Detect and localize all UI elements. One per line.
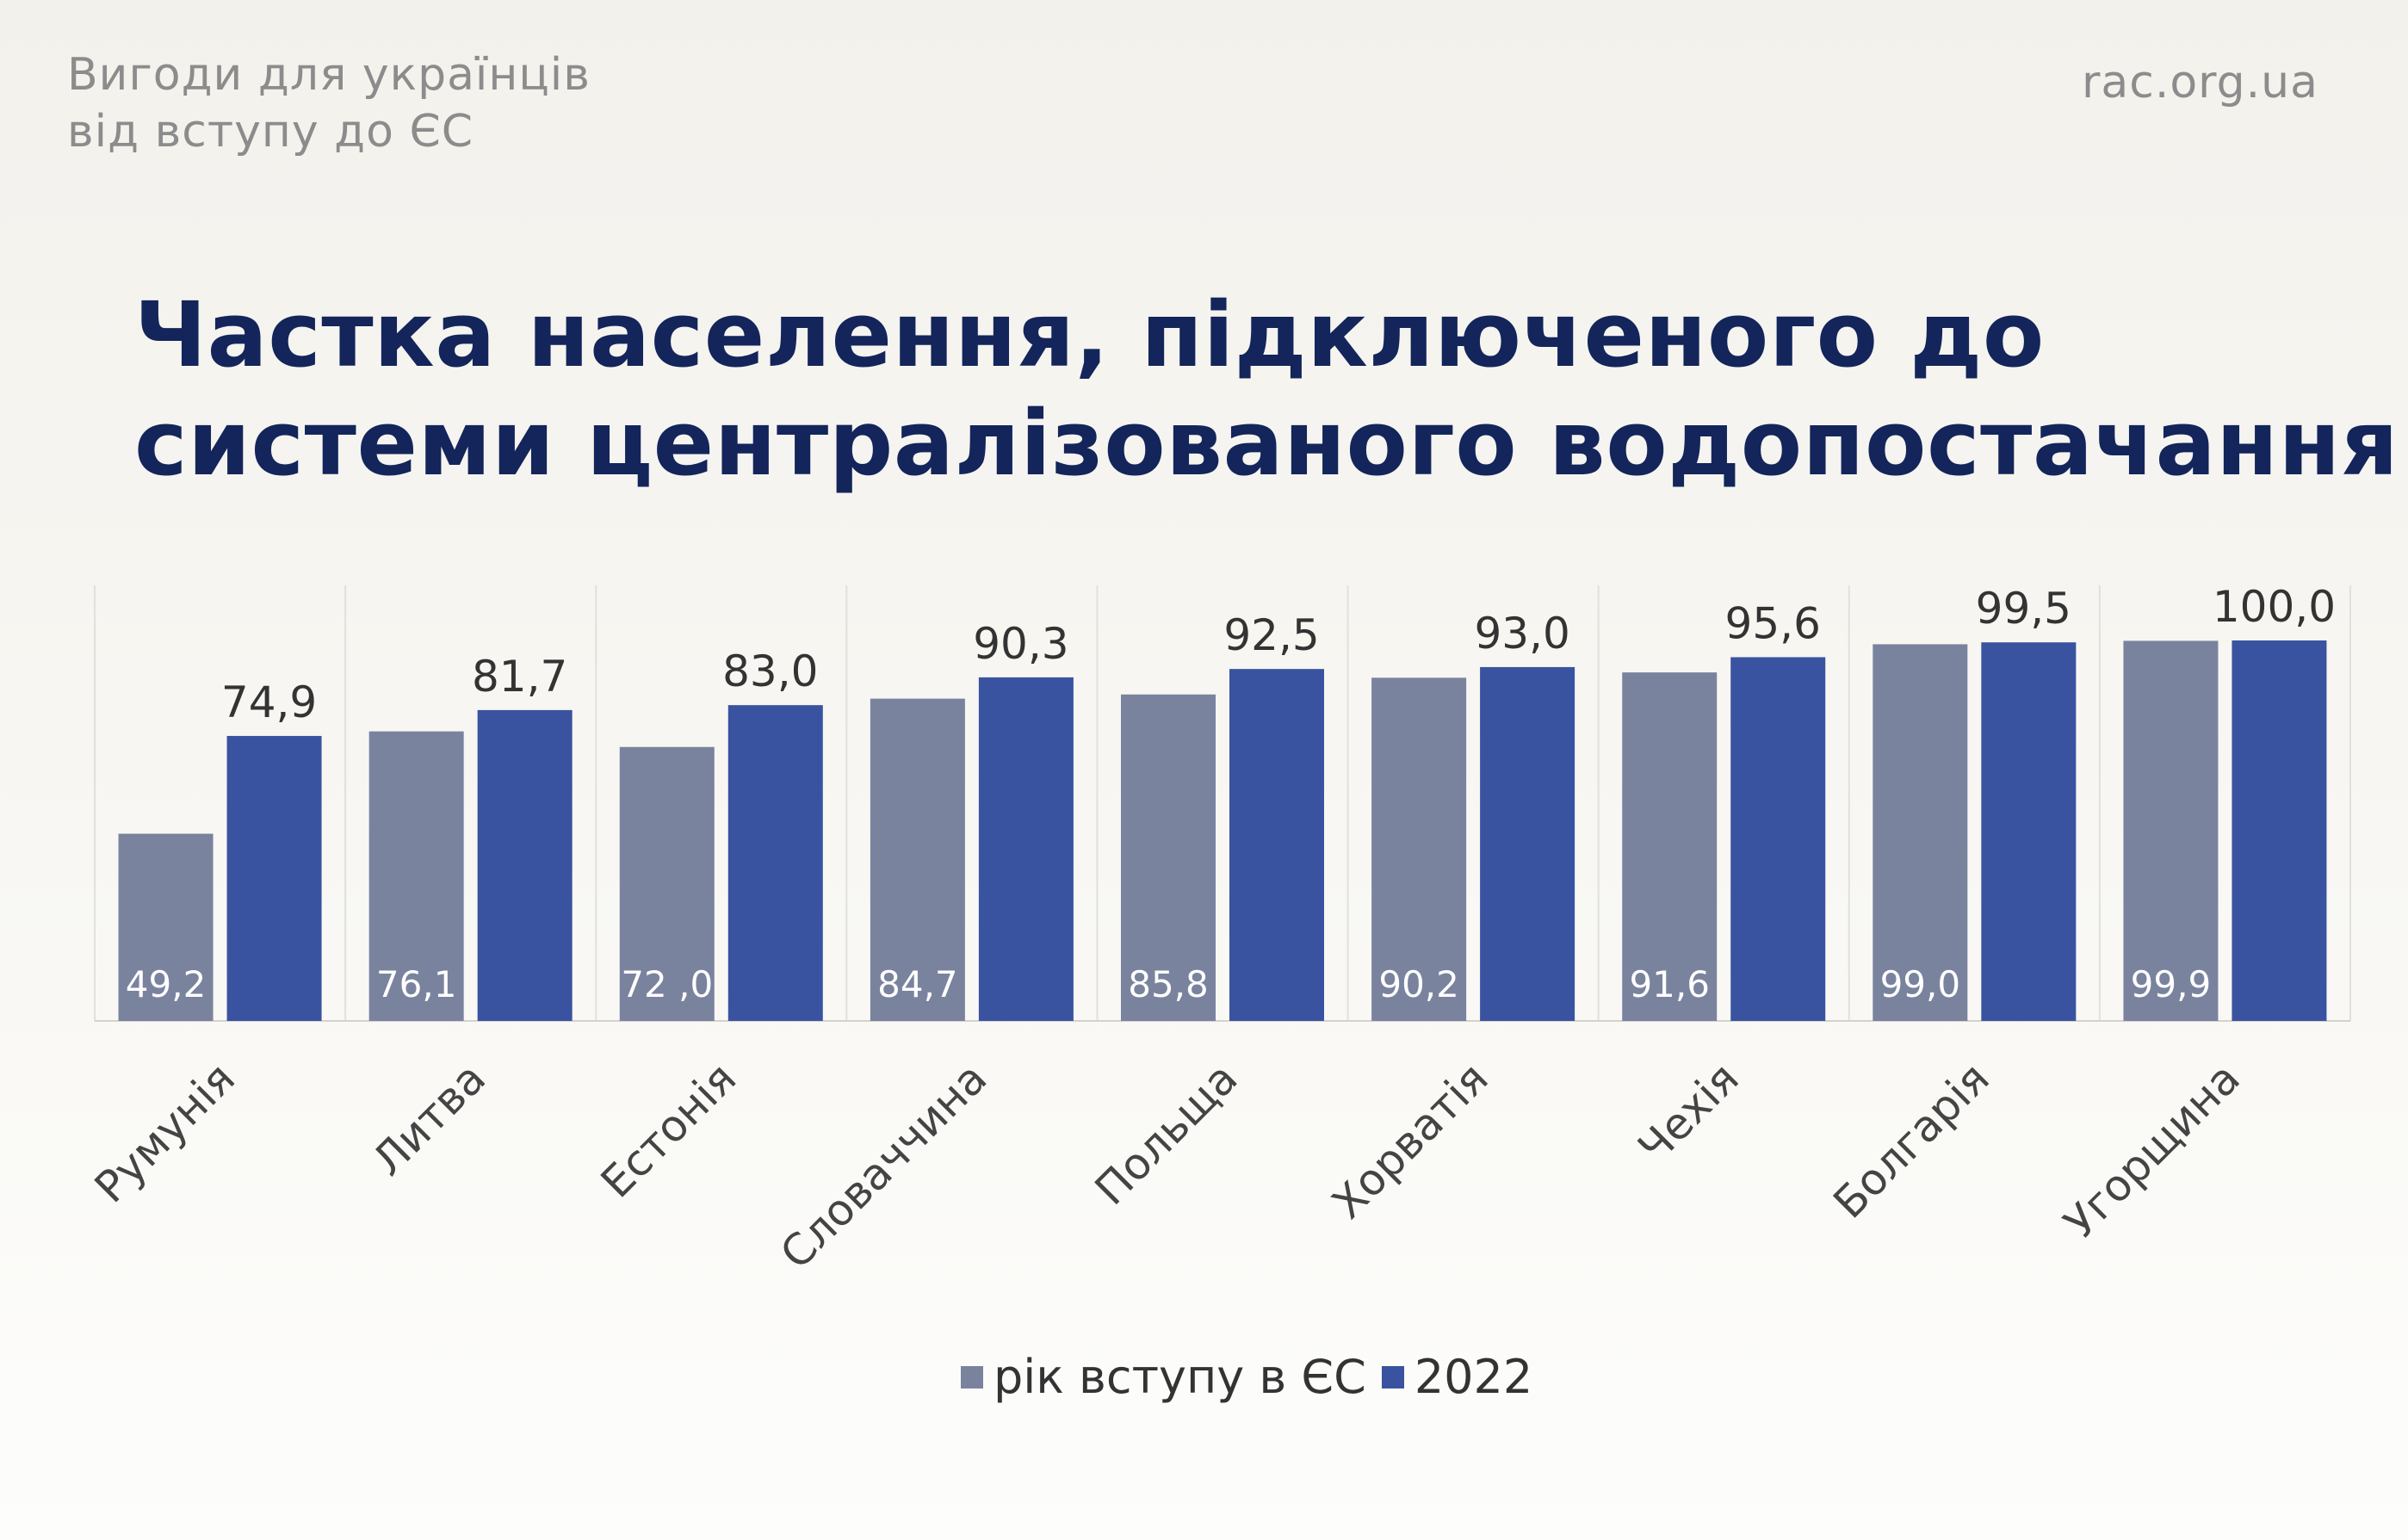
data-label-accession-1: 76,1 bbox=[376, 963, 457, 1005]
data-label-accession-7: 99,0 bbox=[1880, 963, 1961, 1005]
data-label-2022-6: 95,6 bbox=[1725, 598, 1821, 648]
bar-2022-4 bbox=[1229, 669, 1324, 1021]
data-label-2022-7: 99,5 bbox=[1976, 584, 2071, 634]
bar-2022-1 bbox=[477, 709, 573, 1021]
data-label-accession-0: 49,2 bbox=[126, 963, 207, 1005]
data-label-accession-4: 85,8 bbox=[1128, 963, 1209, 1005]
data-label-accession-8: 99,9 bbox=[2131, 963, 2212, 1005]
legend-item-accession: рік вступу в ЄС bbox=[961, 1350, 1366, 1404]
category-label-4: Польща bbox=[1086, 1053, 1247, 1215]
data-label-2022-4: 92,5 bbox=[1223, 610, 1319, 660]
bar-2022-0 bbox=[226, 735, 322, 1021]
category-label-3: Словаччина bbox=[771, 1053, 996, 1278]
chart-legend: рік вступу в ЄС 2022 bbox=[961, 1350, 1548, 1404]
bar-2022-6 bbox=[1730, 657, 1826, 1021]
bar-accession-5 bbox=[1371, 677, 1467, 1021]
bar-accession-4 bbox=[1121, 694, 1216, 1021]
data-label-2022-0: 74,9 bbox=[221, 677, 317, 727]
legend-label-2022: 2022 bbox=[1414, 1350, 1533, 1404]
bar-accession-6 bbox=[1622, 672, 1718, 1021]
data-label-2022-5: 93,0 bbox=[1474, 609, 1569, 659]
bar-2022-3 bbox=[978, 677, 1074, 1021]
bar-2022-2 bbox=[727, 705, 823, 1021]
data-label-accession-6: 91,6 bbox=[1629, 963, 1710, 1005]
category-label-0: Румунія bbox=[85, 1053, 245, 1212]
category-label-2: Естонія bbox=[591, 1053, 746, 1207]
category-label-8: Угорщина bbox=[2055, 1053, 2250, 1247]
category-label-5: Хорватія bbox=[1322, 1053, 1498, 1228]
site-link[interactable]: rac.org.ua bbox=[2081, 57, 2318, 108]
bar-2022-7 bbox=[1981, 642, 2077, 1021]
bar-accession-8 bbox=[2123, 640, 2219, 1021]
chart-title-line-2: системи централізованого водопостачання bbox=[134, 391, 2399, 496]
bar-2022-8 bbox=[2232, 640, 2327, 1021]
legend-swatch-accession bbox=[961, 1365, 983, 1388]
chart-title-line-1: Частка населення, підключеного до bbox=[134, 282, 2045, 387]
bar-accession-7 bbox=[1873, 644, 1968, 1021]
bar-accession-0 bbox=[118, 833, 214, 1021]
data-label-2022-3: 90,3 bbox=[973, 619, 1068, 669]
category-label-1: Литва bbox=[362, 1053, 495, 1185]
data-label-accession-3: 84,7 bbox=[877, 963, 958, 1005]
bar-accession-1 bbox=[368, 731, 464, 1021]
chart-title: Частка населення, підключеного до систем… bbox=[134, 281, 2399, 498]
bar-accession-3 bbox=[870, 698, 965, 1021]
category-label-6: Чехія bbox=[1629, 1053, 1749, 1172]
brand-caption: Вигоди для українців від вступу до ЄС bbox=[67, 46, 591, 160]
data-label-accession-5: 90,2 bbox=[1378, 963, 1459, 1005]
data-label-2022-1: 81,7 bbox=[472, 652, 567, 702]
legend-label-accession: рік вступу в ЄС bbox=[994, 1350, 1366, 1404]
data-label-2022-2: 83,0 bbox=[722, 646, 818, 696]
brand-line-1: Вигоди для українців bbox=[67, 49, 591, 101]
legend-item-2022: 2022 bbox=[1381, 1350, 1533, 1404]
data-label-2022-8: 100,0 bbox=[2213, 582, 2336, 632]
bar-accession-2 bbox=[619, 746, 715, 1021]
bar-2022-5 bbox=[1480, 666, 1575, 1021]
brand-line-2: від вступу до ЄС bbox=[67, 106, 474, 158]
category-label-7: Болгарія bbox=[1824, 1053, 1999, 1228]
data-label-accession-2: 72 ,0 bbox=[621, 963, 713, 1005]
legend-swatch-2022 bbox=[1381, 1365, 1404, 1388]
